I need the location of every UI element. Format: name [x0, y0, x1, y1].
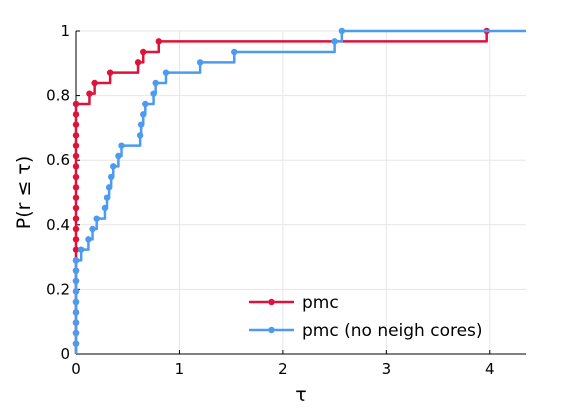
- data-point-1-14: [103, 194, 111, 201]
- data-point-0-9: [72, 246, 80, 253]
- data-point-1-29: [331, 38, 338, 45]
- data-point-1-26: [162, 69, 170, 76]
- y-tick-label-0: 0: [60, 345, 70, 363]
- data-point-1-22: [140, 111, 147, 118]
- data-point-0-16: [72, 173, 80, 181]
- series-1: [72, 27, 526, 354]
- data-point-1-17: [110, 163, 117, 170]
- data-point-0-17: [72, 163, 80, 170]
- data-point-1-23: [142, 100, 149, 108]
- series-line-0: [74, 31, 488, 354]
- x-tick-label-3: 3: [382, 360, 392, 378]
- grid: [75, 30, 526, 355]
- data-point-1-30: [338, 27, 346, 35]
- data-point-1-13: [101, 204, 109, 212]
- x-tick-label-4: 4: [485, 360, 495, 378]
- data-point-0-29: [155, 38, 162, 45]
- data-point-1-7: [72, 267, 80, 274]
- data-point-0-11: [72, 225, 80, 233]
- legend-marker-1: [268, 326, 275, 334]
- data-point-1-15: [105, 184, 113, 191]
- legend-marker-0: [268, 298, 275, 306]
- data-point-0-22: [72, 111, 80, 118]
- data-point-1-16: [107, 173, 115, 181]
- axes: [75, 30, 526, 355]
- data-point-1-8: [72, 257, 80, 264]
- data-point-0-10: [72, 236, 80, 243]
- data-point-0-23: [72, 100, 80, 108]
- data-point-0-26: [106, 69, 114, 76]
- data-point-1-21: [137, 121, 145, 128]
- data-point-0-18: [72, 152, 80, 160]
- y-tick-label-3: 0.6: [46, 151, 70, 169]
- data-point-1-24: [150, 90, 157, 97]
- x-axis-title: τ: [295, 384, 306, 406]
- series-0: [72, 27, 490, 354]
- legend-label-1: pmc (no neigh cores): [302, 321, 483, 341]
- data-point-1-9: [77, 246, 85, 253]
- data-point-0-27: [134, 59, 142, 66]
- data-point-1-10: [85, 236, 92, 243]
- data-point-1-11: [89, 225, 96, 233]
- y-tick-label-1: 0.2: [46, 280, 70, 298]
- data-point-0-20: [72, 132, 80, 139]
- y-tick-label-5: 1: [60, 22, 70, 40]
- data-point-1-25: [152, 79, 159, 87]
- data-point-1-28: [231, 48, 238, 56]
- x-tick-label-0: 0: [71, 360, 81, 378]
- data-point-1-6: [72, 277, 80, 285]
- data-point-1-20: [136, 132, 144, 139]
- data-point-1-18: [115, 152, 122, 160]
- data-point-0-19: [72, 142, 80, 149]
- series-line-1: [74, 29, 526, 354]
- data-point-0-14: [72, 194, 80, 201]
- data-point-1-12: [93, 215, 100, 222]
- series: [72, 27, 526, 354]
- data-point-1-2: [72, 319, 80, 326]
- y-axis-title: P(r ≤ τ): [13, 156, 35, 230]
- data-point-1-1: [72, 329, 80, 337]
- tick-labels: 0 1 2 3 4 0 0.2 0.4 0.6 0.8 1: [46, 22, 494, 378]
- data-point-0-13: [72, 204, 80, 212]
- data-point-0-24: [86, 90, 93, 97]
- data-point-1-5: [72, 288, 80, 295]
- legend-label-0: pmc: [302, 293, 339, 313]
- legend: pmc pmc (no neigh cores): [249, 293, 483, 341]
- data-point-0-28: [140, 48, 147, 56]
- data-point-1-0: [72, 340, 80, 347]
- x-tick-label-2: 2: [278, 360, 288, 378]
- data-point-1-19: [118, 142, 125, 149]
- x-tick-label-1: 1: [175, 360, 185, 378]
- data-point-0-12: [72, 215, 80, 222]
- data-point-1-3: [72, 309, 80, 316]
- y-tick-label-2: 0.4: [46, 216, 70, 234]
- data-point-0-25: [91, 79, 98, 87]
- data-point-0-21: [72, 121, 80, 128]
- data-point-1-27: [196, 59, 204, 66]
- data-point-1-4: [72, 298, 80, 306]
- y-tick-label-4: 0.8: [46, 87, 70, 105]
- data-point-0-15: [72, 184, 80, 191]
